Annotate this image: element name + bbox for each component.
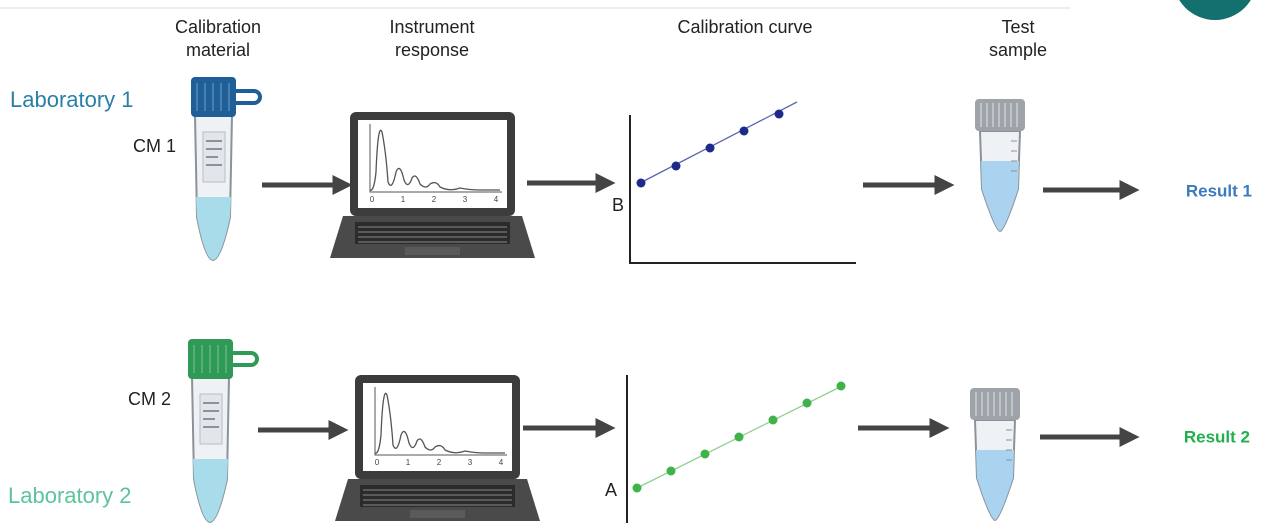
cm-tube — [189, 75, 262, 262]
test-tube — [974, 98, 1026, 232]
header: Test — [1001, 17, 1034, 37]
screen-tick: 2 — [437, 458, 442, 467]
laptop — [334, 374, 541, 522]
header: Calibration — [175, 17, 261, 37]
screen-tick: 4 — [499, 458, 504, 467]
screen-tick: 1 — [401, 195, 406, 204]
header: sample — [989, 40, 1047, 60]
header: response — [395, 40, 469, 60]
result: Result 2 — [1184, 427, 1250, 446]
points — [632, 381, 846, 493]
material-label: CM 1 — [133, 136, 176, 156]
screen-tick: 0 — [370, 195, 375, 204]
cm-tube — [186, 337, 259, 523]
screen-tick: 3 — [463, 195, 468, 204]
points — [636, 109, 784, 188]
lab-label: Laboratory 1 — [10, 87, 134, 112]
result: Result 1 — [1186, 181, 1252, 200]
header: Instrument — [389, 17, 474, 37]
screen-tick: 0 — [375, 458, 380, 467]
lab-label: Laboratory 2 — [8, 483, 132, 508]
material-label: CM 2 — [128, 389, 171, 409]
screen-tick: 1 — [406, 458, 411, 467]
screen-tick: 4 — [494, 195, 499, 204]
header: Calibration curve — [677, 17, 812, 37]
test-tube — [969, 387, 1021, 521]
header: material — [186, 40, 250, 60]
logo — [1179, 0, 1251, 20]
curve-label: A — [605, 480, 617, 500]
screen-tick: 2 — [432, 195, 437, 204]
axes — [629, 115, 856, 264]
screen-tick: 3 — [468, 458, 473, 467]
curve — [639, 101, 798, 184]
laptop — [329, 111, 536, 259]
curve-label: B — [612, 195, 624, 215]
